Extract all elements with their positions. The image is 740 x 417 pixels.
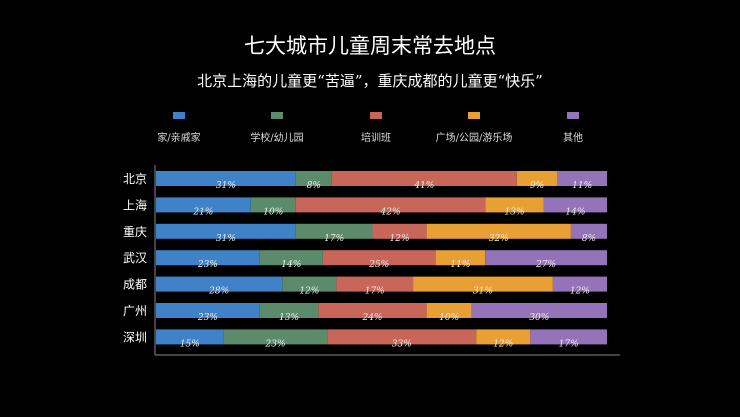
data-label: 13% bbox=[279, 313, 299, 323]
data-label: 30% bbox=[529, 313, 549, 323]
data-label: 10% bbox=[439, 313, 459, 323]
bar-segment bbox=[156, 329, 224, 345]
bar-segment bbox=[336, 276, 414, 292]
data-label: 27% bbox=[535, 260, 556, 270]
bar-segment bbox=[426, 303, 472, 318]
bar-segment bbox=[413, 276, 553, 292]
data-label: 17% bbox=[365, 287, 385, 297]
data-label: 25% bbox=[368, 260, 389, 270]
bar-segment bbox=[570, 223, 607, 239]
data-label: 17% bbox=[324, 234, 344, 244]
data-label: 8% bbox=[307, 181, 321, 191]
data-label: 31% bbox=[473, 287, 493, 297]
bar-segment bbox=[516, 171, 558, 186]
bar-segment bbox=[295, 171, 332, 186]
bar-segment bbox=[282, 276, 337, 292]
bar-segment bbox=[476, 329, 531, 345]
bar-segment bbox=[327, 329, 477, 345]
bar-segment bbox=[295, 223, 373, 239]
legend-swatch bbox=[567, 112, 579, 119]
data-label: 12% bbox=[390, 234, 410, 244]
data-label: 41% bbox=[413, 181, 434, 191]
data-label: 42% bbox=[380, 207, 401, 217]
category-label: 成都 bbox=[123, 278, 147, 292]
bar-segment bbox=[156, 250, 260, 266]
legend-swatch bbox=[370, 112, 382, 119]
data-label: 12% bbox=[493, 339, 513, 349]
data-label: 21% bbox=[192, 207, 213, 217]
legend-label: 培训班 bbox=[361, 131, 391, 144]
data-label: 32% bbox=[489, 234, 509, 244]
data-label: 13% bbox=[505, 207, 525, 217]
bar-segment bbox=[557, 171, 607, 186]
data-label: 23% bbox=[197, 260, 218, 270]
data-label: 24% bbox=[361, 313, 382, 323]
category-label: 北京 bbox=[123, 172, 147, 186]
bar-segment bbox=[156, 197, 251, 213]
data-label: 12% bbox=[299, 287, 319, 297]
bar-segment bbox=[295, 197, 486, 213]
data-label: 10% bbox=[263, 207, 283, 217]
legend-swatch bbox=[468, 112, 480, 119]
chart-subtitle: 北京上海的儿童更“苦逼”，重庆成都的儿童更“快乐” bbox=[197, 72, 543, 90]
legend-label: 学校/幼儿园 bbox=[250, 131, 303, 144]
data-label: 9% bbox=[530, 181, 544, 191]
data-label: 15% bbox=[180, 339, 200, 349]
bar-segment bbox=[485, 197, 544, 213]
category-label: 上海 bbox=[123, 197, 147, 212]
bar-segment bbox=[156, 223, 296, 239]
bar-segment bbox=[471, 303, 607, 318]
data-label: 31% bbox=[216, 234, 236, 244]
data-label: 14% bbox=[565, 207, 585, 217]
data-label: 8% bbox=[582, 234, 596, 244]
bar-segment bbox=[223, 329, 328, 345]
data-label: 11% bbox=[572, 181, 592, 191]
legend-label: 其他 bbox=[563, 131, 583, 144]
bar-segment bbox=[156, 276, 283, 292]
category-label: 深圳 bbox=[123, 330, 147, 344]
bar-segment bbox=[552, 276, 607, 292]
bar-segment bbox=[530, 329, 607, 345]
bar-segment bbox=[318, 303, 427, 318]
bar-segment bbox=[250, 197, 296, 213]
data-label: 23% bbox=[197, 313, 218, 323]
data-label: 11% bbox=[450, 260, 470, 270]
bar-segment bbox=[435, 250, 486, 266]
bar-segment bbox=[543, 197, 607, 213]
legend-label: 家/亲戚家 bbox=[157, 131, 200, 144]
data-label: 31% bbox=[216, 181, 236, 191]
category-label: 重庆 bbox=[123, 225, 147, 239]
data-label: 28% bbox=[208, 287, 229, 297]
bar-segment bbox=[259, 303, 319, 318]
category-label: 武汉 bbox=[123, 251, 147, 265]
category-label: 广州 bbox=[123, 304, 147, 318]
legend-swatch bbox=[271, 112, 283, 119]
legend-swatch bbox=[173, 112, 185, 119]
bar-segment bbox=[156, 303, 260, 318]
bar-segment bbox=[426, 223, 571, 239]
data-label: 12% bbox=[570, 287, 590, 297]
bar-segment bbox=[322, 250, 436, 266]
bar-segment bbox=[259, 250, 323, 266]
data-label: 33% bbox=[392, 339, 412, 349]
data-label: 23% bbox=[265, 339, 286, 349]
data-label: 17% bbox=[559, 339, 579, 349]
bar-segment bbox=[156, 171, 296, 186]
data-label: 14% bbox=[281, 260, 301, 270]
bar-segment bbox=[331, 171, 517, 186]
legend-label: 广场/公园/游乐场 bbox=[436, 131, 513, 144]
bar-segment bbox=[372, 223, 427, 239]
bar-segment bbox=[485, 250, 607, 266]
chart-title: 七大城市儿童周末常去地点 bbox=[244, 34, 496, 58]
